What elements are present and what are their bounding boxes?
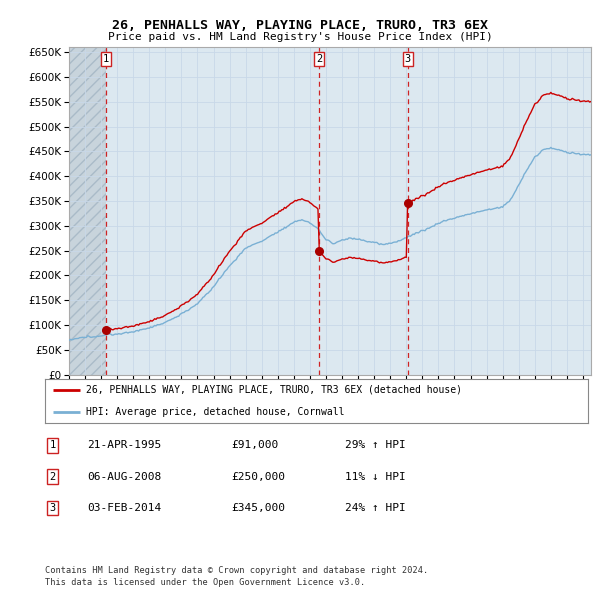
Text: Contains HM Land Registry data © Crown copyright and database right 2024.
This d: Contains HM Land Registry data © Crown c…	[45, 566, 428, 587]
Text: 3: 3	[404, 54, 411, 64]
Text: 24% ↑ HPI: 24% ↑ HPI	[345, 503, 406, 513]
Text: 2: 2	[50, 472, 56, 481]
Text: 1: 1	[103, 54, 109, 64]
Text: 2: 2	[316, 54, 322, 64]
Text: 26, PENHALLS WAY, PLAYING PLACE, TRURO, TR3 6EX (detached house): 26, PENHALLS WAY, PLAYING PLACE, TRURO, …	[86, 385, 462, 395]
Text: £250,000: £250,000	[231, 472, 285, 481]
Text: 03-FEB-2014: 03-FEB-2014	[87, 503, 161, 513]
Text: 11% ↓ HPI: 11% ↓ HPI	[345, 472, 406, 481]
Text: 29% ↑ HPI: 29% ↑ HPI	[345, 441, 406, 450]
Bar	[69, 47, 106, 375]
Text: £91,000: £91,000	[231, 441, 278, 450]
Text: Price paid vs. HM Land Registry's House Price Index (HPI): Price paid vs. HM Land Registry's House …	[107, 32, 493, 42]
Text: 26, PENHALLS WAY, PLAYING PLACE, TRURO, TR3 6EX: 26, PENHALLS WAY, PLAYING PLACE, TRURO, …	[112, 19, 488, 32]
Text: HPI: Average price, detached house, Cornwall: HPI: Average price, detached house, Corn…	[86, 407, 344, 417]
Text: 06-AUG-2008: 06-AUG-2008	[87, 472, 161, 481]
Text: 3: 3	[50, 503, 56, 513]
Text: 21-APR-1995: 21-APR-1995	[87, 441, 161, 450]
Text: 1: 1	[50, 441, 56, 450]
Text: £345,000: £345,000	[231, 503, 285, 513]
